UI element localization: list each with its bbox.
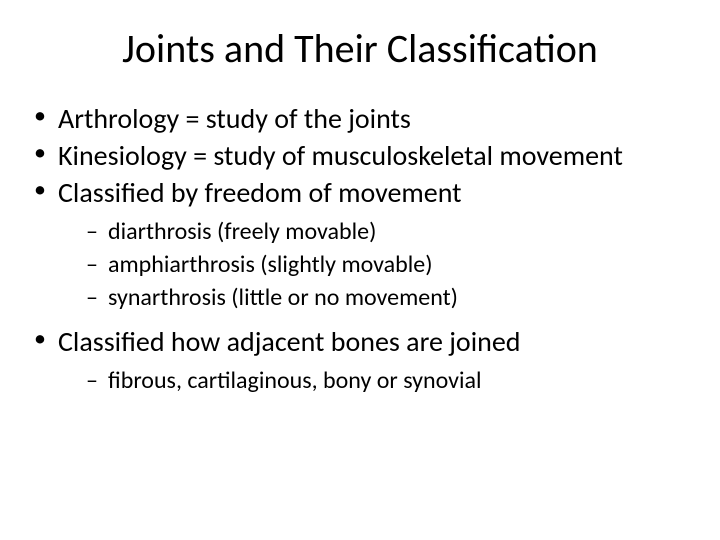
sub-list-item: fibrous, cartilaginous, bony or synovial [86, 365, 690, 396]
list-item: Classified how adjacent bones are joined… [30, 324, 690, 396]
slide-title: Joints and Their Classification [30, 24, 690, 73]
sub-list-item: synarthrosis (little or no movement) [86, 282, 690, 313]
bullet-text: Classified by freedom of movement [58, 175, 462, 210]
bullet-list: Arthrology = study of the joints Kinesio… [30, 101, 690, 396]
bullet-text: Classified how adjacent bones are joined [58, 324, 520, 359]
sub-list: fibrous, cartilaginous, bony or synovial [58, 365, 690, 396]
list-item: Kinesiology = study of musculoskeletal m… [30, 138, 690, 173]
list-item: Classified by freedom of movement diarth… [30, 175, 690, 314]
sub-list-item: diarthrosis (freely movable) [86, 216, 690, 247]
bullet-text: Arthrology = study of the joints [58, 101, 411, 136]
sub-list: diarthrosis (freely movable) amphiarthro… [58, 216, 690, 314]
list-item: Arthrology = study of the joints [30, 101, 690, 136]
sub-list-item: amphiarthrosis (slightly movable) [86, 249, 690, 280]
slide: Joints and Their Classification Arthrolo… [0, 0, 720, 540]
bullet-text: Kinesiology = study of musculoskeletal m… [58, 138, 623, 173]
